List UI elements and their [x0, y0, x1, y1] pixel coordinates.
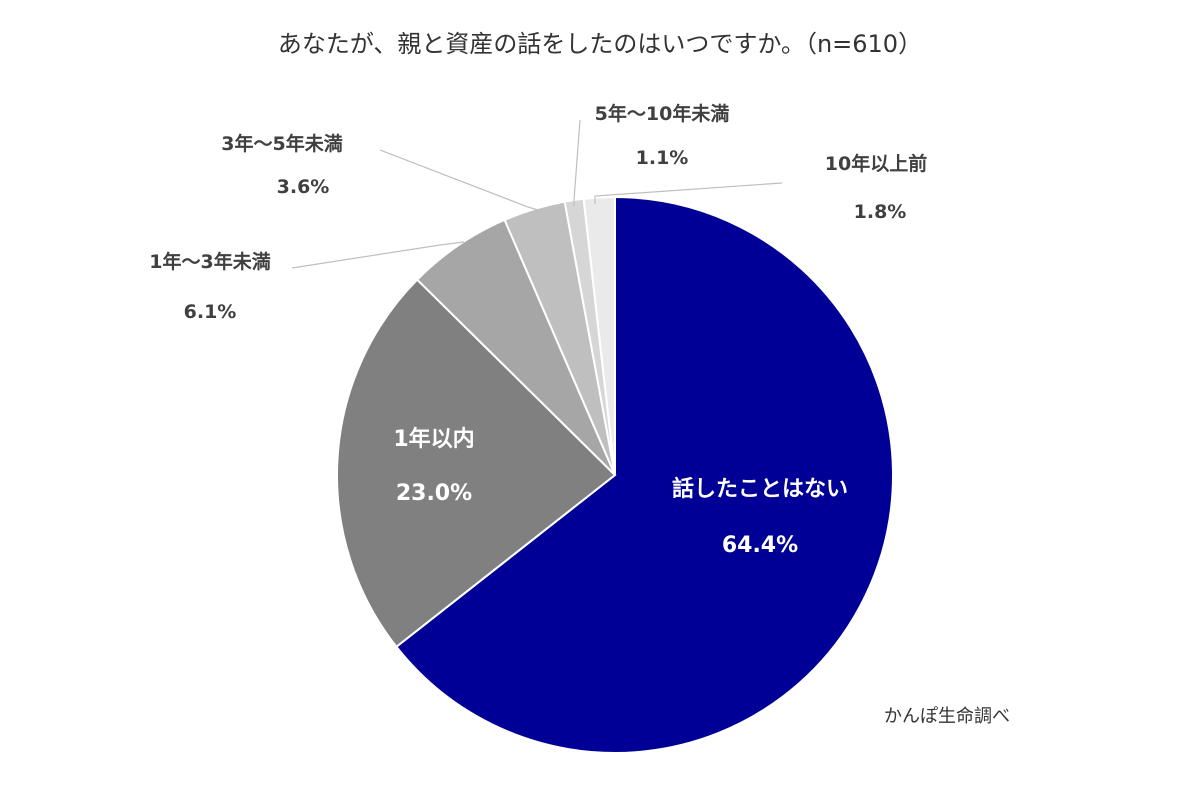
- slice-value-4: 1.1%: [636, 147, 689, 169]
- slice-label-3: 3年～5年未満: [221, 132, 342, 155]
- chart-title: あなたが、親と資産の話をしたのはいつですか。（n=610）: [278, 30, 922, 58]
- slice-value-0: 64.4%: [722, 533, 798, 558]
- pie-slice-0: [395, 195, 894, 754]
- slice-value-5: 1.8%: [854, 201, 907, 223]
- slice-labels: 話したことはない 64.4% 1年以内 23.0% 1年～3年未満 6.1% 3年～5年未満…: [149, 102, 927, 558]
- pie-slice-5: [582, 195, 616, 476]
- slice-label-0: 話したことはない: [672, 476, 848, 502]
- source-note: かんぽ生命調べ: [884, 706, 1010, 727]
- slice-value-2: 6.1%: [184, 301, 237, 323]
- leader-line-4: [573, 119, 581, 206]
- slice-label-1: 1年以内: [393, 426, 474, 452]
- slice-label-5: 10年以上前: [825, 152, 927, 175]
- pie-slice-1: [336, 278, 617, 649]
- leader-line-3: [379, 149, 539, 211]
- slice-label-4: 5年～10年未満: [595, 102, 730, 125]
- leader-lines: [291, 119, 783, 269]
- slice-value-3: 3.6%: [277, 176, 330, 198]
- slice-value-1: 23.0%: [396, 481, 472, 506]
- leader-line-2: [291, 241, 465, 269]
- leader-line-5: [594, 182, 783, 204]
- pie-slices: [336, 195, 894, 754]
- slice-label-2: 1年～3年未満: [149, 250, 270, 273]
